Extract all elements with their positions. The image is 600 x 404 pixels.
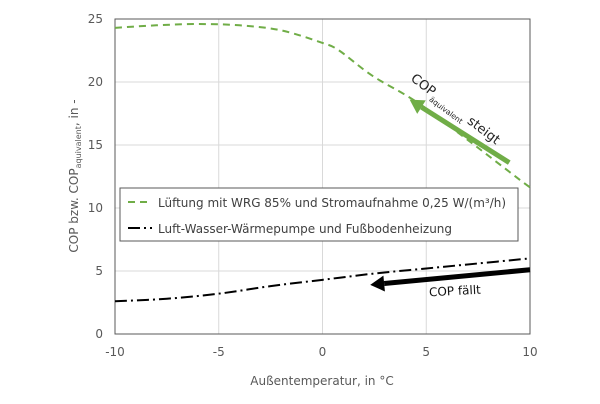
- legend-box: [119, 187, 519, 242]
- x-tick-label: 5: [422, 345, 430, 359]
- y-tick-label: 15: [88, 138, 103, 152]
- y-tick-label: 0: [95, 327, 103, 341]
- legend-label-waermepumpe: Luft-Wasser-Wärmepumpe und Fußbodenheizu…: [158, 222, 452, 236]
- plot-area-border: [114, 18, 531, 335]
- annotation-arrow-head-1: [370, 275, 385, 292]
- legend-label-lueftung: Lüftung mit WRG 85% und Stromaufnahme 0,…: [158, 196, 506, 210]
- annotation-arrow-shaft-1: [383, 267, 531, 287]
- x-tick-label: 10: [522, 345, 537, 359]
- y-tick-label: 10: [88, 201, 103, 215]
- y-axis-label: COP bzw. COPaquivalent, in -: [67, 99, 83, 252]
- y-tick-label: 20: [88, 75, 103, 89]
- annotation-arrow-head-0: [409, 99, 426, 114]
- annotation-cop-faellt: COP fällt: [429, 283, 482, 300]
- x-tick-label: 0: [319, 345, 327, 359]
- legend: Lüftung mit WRG 85% und Stromaufnahme 0,…: [119, 187, 519, 242]
- x-axis-label: Außentemperatur, in °C: [250, 374, 393, 388]
- y-tick-label: 25: [88, 12, 103, 26]
- x-tick-label: -5: [213, 345, 225, 359]
- series-line-0: [114, 23, 532, 189]
- annotation-arrow-shaft-0: [420, 105, 511, 165]
- annotation-cop-aequivalent-steigt: COPäquivalentsteigt: [406, 71, 503, 150]
- x-tick-label: -10: [105, 345, 125, 359]
- series-layer: [114, 23, 532, 303]
- series-line-1: [114, 257, 531, 303]
- tick-labels: -10 -5 0 5 10 0 5 10 15 20 25: [88, 12, 538, 359]
- y-tick-label: 5: [95, 264, 103, 278]
